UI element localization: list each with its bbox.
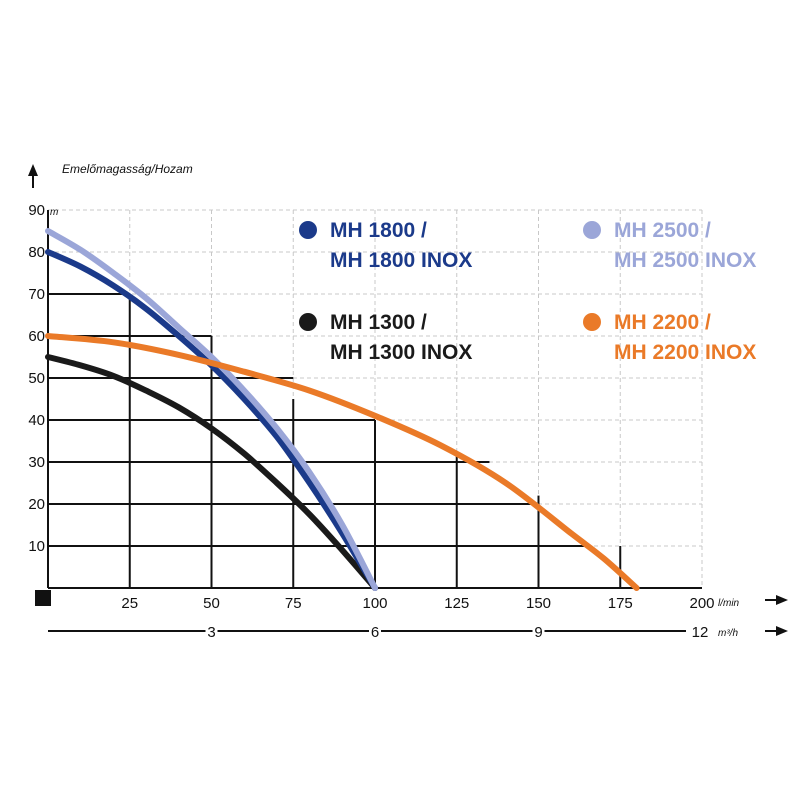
y-unit-label: m xyxy=(50,207,58,218)
x2-gap xyxy=(532,628,545,634)
y-tick-label: 70 xyxy=(28,286,45,303)
y-tick-label: 50 xyxy=(28,370,45,387)
y-tick-label: 90 xyxy=(28,202,45,219)
x-tick-label: 125 xyxy=(444,595,469,612)
origin-square xyxy=(35,590,51,606)
series-line-2 xyxy=(45,228,378,591)
legend-marker-2 xyxy=(583,221,601,239)
x-tick-label: 175 xyxy=(608,595,633,612)
legend-label-4-line1: MH 2200 / xyxy=(614,311,711,334)
legend-label-4-line2: MH 2200 INOX xyxy=(614,341,756,364)
y-arrow-head xyxy=(28,164,38,176)
x-unit-label: l/min xyxy=(718,598,740,609)
y-tick-label: 30 xyxy=(28,454,45,471)
x-arrow-head xyxy=(776,595,788,605)
x2-tick-label: 12 xyxy=(692,624,709,641)
x-tick-label: 100 xyxy=(362,595,387,612)
legend-label-2-line1: MH 2500 / xyxy=(614,219,711,242)
x-tick-label: 150 xyxy=(526,595,551,612)
legend-marker-3 xyxy=(299,313,317,331)
legend: MH 1800 / MH 1800 INOX MH 2500 / MH 2500 IN… xyxy=(299,219,756,364)
x-tick-label: 50 xyxy=(203,595,220,612)
x2-arrow-head xyxy=(776,626,788,636)
tick-labels: 10 20 30 40 50 60 70 80 90 m Emelőmagasság/Hozam 25… xyxy=(28,162,739,641)
series-line-4 xyxy=(45,333,640,591)
x2-gap xyxy=(369,628,381,634)
y-tick-label: 80 xyxy=(28,244,45,261)
legend-label-1-line2: MH 1800 INOX xyxy=(330,249,472,272)
x-tick-label: 200 xyxy=(689,595,714,612)
y-tick-label: 10 xyxy=(28,538,45,555)
legend-label-3-line1: MH 1300 / xyxy=(330,311,427,334)
series-line-3 xyxy=(45,354,378,591)
legend-marker-4 xyxy=(583,313,601,331)
x-tick-label: 25 xyxy=(121,595,138,612)
legend-label-3-line2: MH 1300 INOX xyxy=(330,341,472,364)
legend-marker-1 xyxy=(299,221,317,239)
legend-label-2-line2: MH 2500 INOX xyxy=(614,249,756,272)
series-lines xyxy=(45,228,640,591)
y-tick-label: 60 xyxy=(28,328,45,345)
x2-unit-label: m³/h xyxy=(718,628,738,639)
y-tick-label: 20 xyxy=(28,496,45,513)
legend-label-1-line1: MH 1800 / xyxy=(330,219,427,242)
x2-tick-label: 3 xyxy=(207,624,215,641)
y-axis-title: Emelőmagasság/Hozam xyxy=(62,162,193,176)
x-tick-label: 75 xyxy=(285,595,302,612)
x2-tick-label: 9 xyxy=(534,624,542,641)
x2-gap xyxy=(205,628,218,634)
y-tick-label: 40 xyxy=(28,412,45,429)
x2-tick-label: 6 xyxy=(371,624,379,641)
